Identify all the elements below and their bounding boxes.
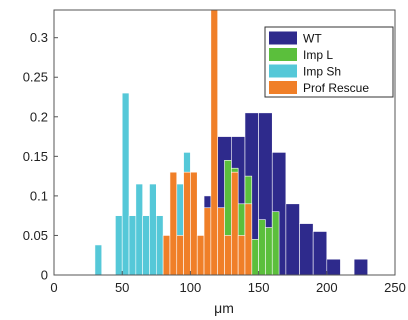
legend-label: Imp L [303,48,333,62]
bar-prof-rescue-6 [203,207,212,276]
bar-prof-rescue-7 [210,9,218,276]
bar-imp-sh-5 [142,215,150,276]
bar-prof-rescue-1 [169,171,178,276]
bar-prof-rescue-4 [190,171,198,276]
bar-prof-rescue-8 [217,207,225,276]
legend-label: Prof Rescue [303,81,369,95]
y-tick-label: 0 [41,268,48,283]
bar-imp-sh-7 [156,215,164,276]
bar-prof-rescue-2 [176,235,184,276]
bar-prof-rescue-11 [237,235,246,276]
legend-swatch [269,48,297,61]
bar-imp-l-8 [271,211,280,276]
legend-swatch [269,81,297,94]
x-tick-label: 0 [50,280,57,295]
bar-prof-rescue-10 [231,171,239,276]
y-tick-label: 0.1 [30,188,48,203]
legend-swatch [269,31,297,45]
plot-frame [53,9,396,276]
x-tick-label: 200 [316,280,338,295]
x-tick-label: 50 [115,280,129,295]
legend-label: Imp Sh [303,65,341,79]
x-tick-label: 250 [384,280,406,295]
legend: WT Imp L Imp Sh Prof Rescue [264,26,394,98]
bars-layer [94,9,369,276]
x-tick-label: 150 [248,280,270,295]
bar-imp-sh-2 [121,92,130,276]
bar-wt-10 [353,258,369,276]
bar-wt-9 [326,258,341,276]
bar-imp-sh-4 [135,183,143,276]
bar-prof-rescue-3 [183,171,191,276]
y-tick-label: 0.2 [30,109,48,124]
x-axis-label: μm [214,300,234,316]
legend-swatch [269,64,297,78]
bar-prof-rescue-5 [196,235,205,276]
x-tick-label: 100 [180,280,202,295]
y-tick-label: 0.25 [23,70,48,85]
y-tick-label: 0.15 [23,149,48,164]
bar-imp-l-6 [258,219,266,276]
bar-wt-8 [312,231,328,276]
bar-imp-l-7 [265,227,273,276]
ticks-layer: 0 50 100 150 200 250 0 0.05 0.1 0.15 0.2 0.25 0.3 [23,30,406,295]
bar-imp-sh-3 [128,215,137,276]
bar-wt-6 [285,203,300,276]
bar-prof-rescue-12 [244,203,253,276]
bar-wt-7 [299,223,314,276]
y-tick-label: 0.3 [30,30,48,45]
bar-imp-l-5 [251,239,259,276]
bar-imp-sh-0 [94,244,103,276]
bar-prof-rescue-9 [224,235,232,276]
y-tick-label: 0.05 [23,228,48,243]
bar-prof-rescue-0 [162,235,171,276]
bar-imp-sh-6 [149,183,157,276]
bar-imp-sh-1 [115,215,123,276]
legend-label: WT [303,32,322,46]
